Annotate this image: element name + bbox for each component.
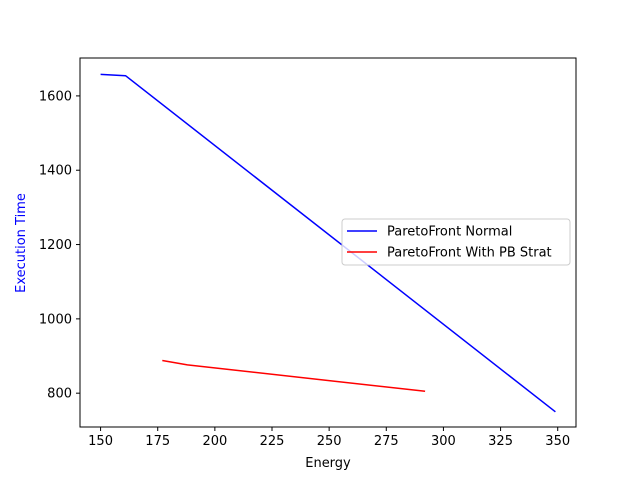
x-tick-label: 325 (488, 434, 513, 449)
x-tick-label: 225 (260, 434, 285, 449)
y-tick-label: 800 (47, 387, 72, 402)
legend-label-1: ParetoFront Normal (387, 225, 512, 240)
x-tick-label: 250 (317, 434, 342, 449)
y-tick-label: 1200 (39, 238, 72, 253)
x-tick-label: 150 (88, 434, 113, 449)
legend: ParetoFront Normal ParetoFront With PB St… (342, 219, 570, 265)
y-tick-label: 1400 (39, 164, 72, 179)
x-tick-label: 275 (374, 434, 399, 449)
y-tick-label: 1000 (39, 312, 72, 327)
y-tick-label: 1600 (39, 89, 72, 104)
x-tick-label: 350 (545, 434, 570, 449)
x-tick-label: 300 (431, 434, 456, 449)
x-tick-label: 175 (145, 434, 170, 449)
x-axis-label: Energy (305, 456, 351, 471)
x-tick-label: 200 (202, 434, 227, 449)
y-axis-label: Execution Time (14, 193, 29, 293)
legend-label-2: ParetoFront With PB Strat (387, 246, 552, 261)
